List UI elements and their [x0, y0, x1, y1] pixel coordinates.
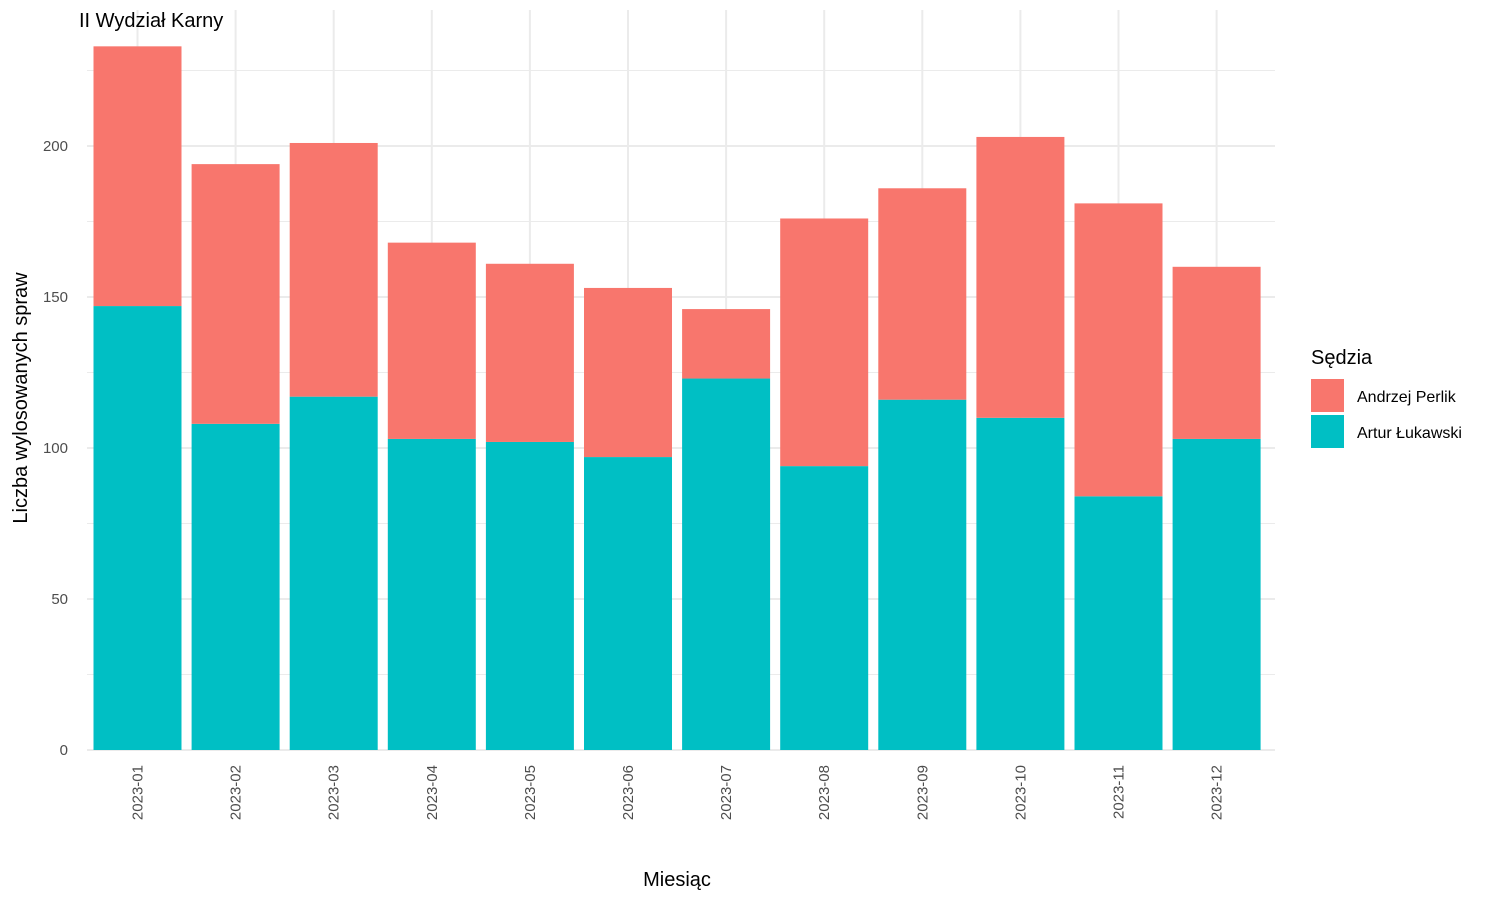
legend-title: Sędzia — [1311, 347, 1373, 369]
x-tick-label: 2023-03 — [326, 765, 343, 820]
y-tick-label: 50 — [51, 591, 68, 608]
bar-artur-ukawski-2023-06 — [584, 457, 672, 750]
bar-artur-ukawski-2023-01 — [93, 306, 182, 750]
bar-artur-ukawski-2023-07 — [682, 378, 771, 750]
bar-andrzej-perlik-2023-12 — [1172, 266, 1261, 439]
bar-andrzej-perlik-2023-02 — [191, 164, 280, 424]
bar-andrzej-perlik-2023-11 — [1074, 203, 1163, 497]
bar-artur-ukawski-2023-05 — [485, 441, 574, 750]
bar-artur-ukawski-2023-03 — [289, 396, 378, 750]
y-axis-title: Liczba wylosowanych spraw — [10, 272, 32, 524]
bar-andrzej-perlik-2023-05 — [485, 263, 574, 442]
bars — [93, 46, 1261, 750]
bar-artur-ukawski-2023-09 — [878, 399, 967, 750]
legend: Sędzia Andrzej Perlik Artur Łukawski — [1311, 347, 1462, 448]
legend-label-artur-lukawski: Artur Łukawski — [1357, 425, 1462, 442]
bar-artur-ukawski-2023-08 — [780, 466, 869, 750]
x-tick-label: 2023-09 — [914, 765, 931, 820]
bar-artur-ukawski-2023-12 — [1172, 438, 1261, 750]
bar-andrzej-perlik-2023-06 — [584, 287, 672, 458]
x-tick-label: 2023-10 — [1012, 765, 1029, 820]
bar-andrzej-perlik-2023-09 — [878, 188, 967, 400]
y-tick-label: 150 — [43, 289, 68, 306]
bar-artur-ukawski-2023-11 — [1074, 496, 1163, 750]
x-tick-label: 2023-07 — [718, 765, 735, 820]
x-tick-label: 2023-05 — [522, 765, 539, 820]
x-tick-label: 2023-11 — [1111, 765, 1128, 819]
y-tick-label: 200 — [43, 138, 68, 155]
bar-artur-ukawski-2023-02 — [191, 423, 280, 750]
legend-swatch-andrzej-perlik — [1311, 379, 1344, 412]
chart-title: II Wydział Karny — [79, 10, 223, 32]
y-tick-label: 0 — [60, 742, 68, 759]
bar-artur-ukawski-2023-04 — [387, 438, 476, 750]
x-tick-label: 2023-12 — [1209, 765, 1226, 820]
bar-andrzej-perlik-2023-01 — [93, 46, 182, 307]
x-axis-ticks: 2023-01 2023-02 2023-03 2023-04 2023-05 2023-… — [130, 765, 1226, 820]
legend-label-andrzej-perlik: Andrzej Perlik — [1357, 389, 1457, 406]
bar-andrzej-perlik-2023-03 — [289, 142, 378, 397]
bar-artur-ukawski-2023-10 — [976, 417, 1065, 750]
y-axis-ticks: 0 50 100 150 200 — [43, 138, 68, 759]
bar-andrzej-perlik-2023-07 — [682, 309, 771, 379]
legend-swatch-artur-lukawski — [1311, 415, 1344, 448]
bar-andrzej-perlik-2023-04 — [387, 242, 476, 439]
x-tick-label: 2023-08 — [816, 765, 833, 820]
bar-andrzej-perlik-2023-10 — [976, 136, 1065, 418]
y-tick-label: 100 — [43, 440, 68, 457]
x-tick-label: 2023-01 — [130, 765, 147, 820]
x-tick-label: 2023-02 — [228, 765, 245, 820]
bar-andrzej-perlik-2023-08 — [780, 218, 869, 467]
x-tick-label: 2023-06 — [620, 765, 637, 820]
x-tick-label: 2023-04 — [424, 765, 441, 820]
x-axis-title: Miesiąc — [643, 869, 711, 891]
